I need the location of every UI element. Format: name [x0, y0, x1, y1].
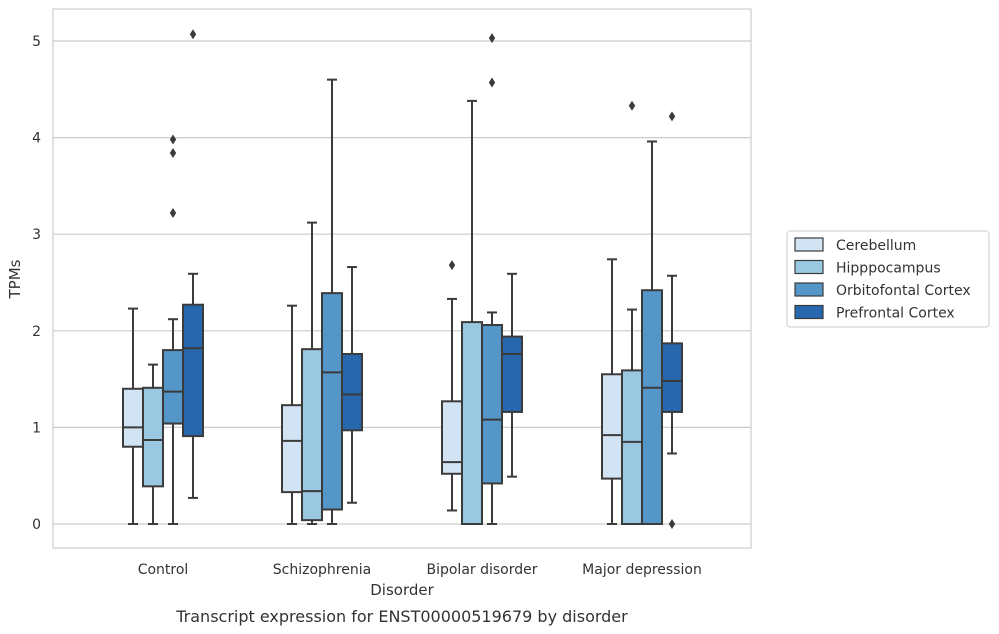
box-body — [142, 386, 164, 488]
y-tick-label: 1 — [32, 420, 41, 436]
legend-label: Hipppocampus — [836, 261, 941, 277]
box — [321, 78, 343, 525]
legend-swatch — [794, 304, 824, 320]
outlier-point — [169, 134, 177, 145]
legend-swatch — [794, 282, 824, 297]
legend-swatch — [794, 237, 824, 252]
outlier-point — [169, 148, 177, 159]
box-body — [501, 335, 523, 413]
legend-item: Orbitofontal Cortex — [794, 282, 971, 299]
box — [281, 304, 303, 525]
box — [182, 29, 204, 499]
legend-label: Cerebellum — [836, 238, 916, 254]
box-body — [461, 321, 483, 525]
x-tick-label: Control — [138, 562, 189, 578]
legend-item: Prefrontal Cortex — [794, 304, 955, 322]
box — [142, 363, 164, 525]
plot-frame — [52, 8, 752, 549]
box — [601, 258, 623, 525]
y-tick-label: 2 — [32, 324, 41, 340]
y-tick-label: 0 — [32, 517, 41, 533]
x-tick-label: Major depression — [582, 562, 702, 578]
legend-label: Orbitofontal Cortex — [836, 283, 971, 299]
x-tick-label: Bipolar disorder — [426, 562, 537, 578]
chart-caption: Transcript expression for ENST0000051967… — [175, 607, 628, 626]
outlier-point — [488, 77, 496, 88]
y-tick-label: 4 — [32, 131, 41, 147]
box — [341, 266, 363, 504]
box — [621, 100, 643, 525]
series-prefrontal-cortex — [182, 29, 683, 529]
box-body — [321, 292, 343, 511]
outlier-point — [668, 519, 676, 529]
box — [641, 140, 663, 525]
series-orbitofontal-cortex — [162, 33, 663, 525]
outlier-point — [189, 29, 197, 40]
series-hipppocampus — [142, 99, 643, 525]
box-body — [301, 348, 323, 522]
box-body — [341, 352, 363, 432]
outlier-point — [628, 100, 636, 111]
y-axis-title: TPMs — [6, 259, 24, 299]
box-body — [601, 373, 623, 480]
box — [441, 260, 463, 512]
box-body — [281, 404, 303, 494]
box — [501, 272, 523, 478]
y-tick-labels: 0 1 2 3 4 5 — [32, 34, 41, 533]
outlier-point — [169, 207, 177, 218]
box — [461, 99, 483, 525]
box-body — [661, 342, 683, 413]
legend: Cerebellum Hipppocampus Orbitofontal Corte… — [786, 230, 990, 328]
legend-item: Hipppocampus — [794, 259, 941, 277]
box-body — [162, 349, 184, 425]
x-axis-title: Disorder — [370, 581, 434, 599]
outlier-point — [448, 260, 456, 271]
y-tick-label: 5 — [32, 34, 41, 50]
legend-item: Cerebellum — [794, 237, 916, 254]
outlier-point — [668, 111, 676, 122]
y-tick-label: 3 — [32, 227, 41, 243]
box — [122, 307, 144, 525]
box-series — [122, 29, 683, 529]
x-tick-label: Schizophrenia — [273, 562, 371, 578]
box — [162, 134, 184, 525]
box-body — [122, 387, 144, 448]
box — [301, 221, 323, 525]
legend-frame — [786, 230, 990, 328]
outlier-point — [488, 33, 496, 44]
legend-swatch — [794, 259, 824, 275]
box — [661, 111, 683, 529]
box-body — [182, 303, 204, 438]
x-tick-labels: Control Schizophrenia Bipolar disorder Majo… — [138, 562, 702, 578]
box-body — [641, 289, 663, 525]
legend-label: Prefrontal Cortex — [836, 306, 955, 322]
box-body — [481, 324, 503, 485]
box-body — [621, 369, 643, 525]
box — [481, 33, 503, 525]
